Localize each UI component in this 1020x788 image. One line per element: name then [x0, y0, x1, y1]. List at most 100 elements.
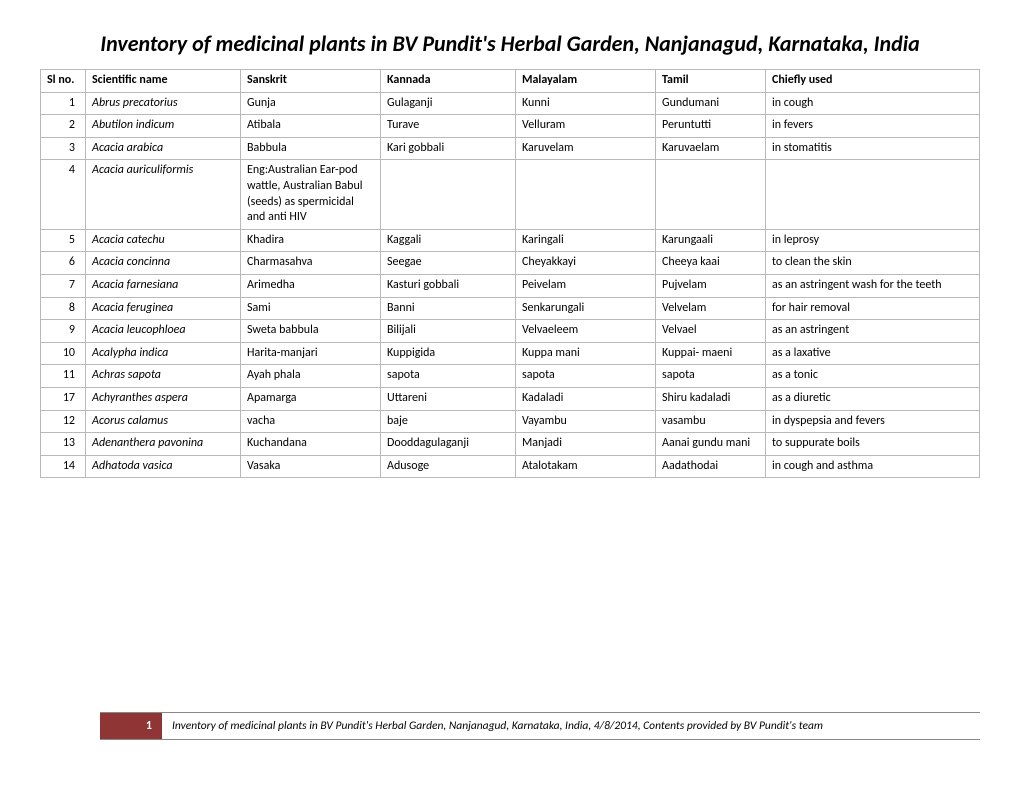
- cell-slno: 10: [41, 342, 86, 365]
- cell-tam: Karuvaelam: [656, 137, 766, 160]
- cell-slno: 6: [41, 252, 86, 275]
- cell-tam: Peruntutti: [656, 115, 766, 138]
- cell-sci: Acorus calamus: [86, 410, 241, 433]
- cell-mal: Vayambu: [516, 410, 656, 433]
- cell-tam: Aanai gundu mani: [656, 433, 766, 456]
- table-row: 17Achyranthes asperaApamargaUttareniKada…: [41, 387, 980, 410]
- cell-sci: Acacia concinna: [86, 252, 241, 275]
- cell-slno: 5: [41, 229, 86, 252]
- cell-san: Atibala: [241, 115, 381, 138]
- cell-use: as a laxative: [766, 342, 980, 365]
- cell-kan: Kasturi gobbali: [381, 274, 516, 297]
- table-row: 7Acacia farnesianaArimedhaKasturi gobbal…: [41, 274, 980, 297]
- cell-san: Sweta babbula: [241, 320, 381, 343]
- cell-use: as a tonic: [766, 365, 980, 388]
- plants-table: Sl no. Scientific name Sanskrit Kannada …: [40, 69, 980, 478]
- cell-use: in cough and asthma: [766, 455, 980, 478]
- cell-sci: Acacia catechu: [86, 229, 241, 252]
- cell-mal: Senkarungali: [516, 297, 656, 320]
- cell-san: Arimedha: [241, 274, 381, 297]
- table-row: 3Acacia arabicaBabbulaKari gobbaliKaruve…: [41, 137, 980, 160]
- cell-mal: Peivelam: [516, 274, 656, 297]
- page-number-box: 1: [100, 712, 162, 740]
- table-row: 4Acacia auriculiformisEng:Australian Ear…: [41, 160, 980, 229]
- cell-mal: [516, 160, 656, 229]
- cell-kan: Seegae: [381, 252, 516, 275]
- cell-sci: Abrus precatorius: [86, 92, 241, 115]
- cell-kan: [381, 160, 516, 229]
- cell-tam: Aadathodai: [656, 455, 766, 478]
- table-row: 8Acacia ferugineaSamiBanniSenkarungaliVe…: [41, 297, 980, 320]
- cell-kan: Dooddagulaganji: [381, 433, 516, 456]
- cell-use: in leprosy: [766, 229, 980, 252]
- cell-slno: 12: [41, 410, 86, 433]
- cell-sci: Acacia leucophloea: [86, 320, 241, 343]
- cell-slno: 2: [41, 115, 86, 138]
- cell-tam: [656, 160, 766, 229]
- col-kannada: Kannada: [381, 70, 516, 93]
- cell-mal: Cheyakkayi: [516, 252, 656, 275]
- cell-kan: Bilijali: [381, 320, 516, 343]
- cell-sci: Acalypha indica: [86, 342, 241, 365]
- col-slno: Sl no.: [41, 70, 86, 93]
- col-sanskrit: Sanskrit: [241, 70, 381, 93]
- cell-san: Gunja: [241, 92, 381, 115]
- cell-mal: Manjadi: [516, 433, 656, 456]
- table-row: 12Acorus calamusvachabajeVayambuvasambui…: [41, 410, 980, 433]
- table-header-row: Sl no. Scientific name Sanskrit Kannada …: [41, 70, 980, 93]
- cell-kan: Kuppigida: [381, 342, 516, 365]
- cell-slno: 9: [41, 320, 86, 343]
- cell-tam: sapota: [656, 365, 766, 388]
- cell-mal: Kuppa mani: [516, 342, 656, 365]
- col-malayalam: Malayalam: [516, 70, 656, 93]
- page-footer: 1 Inventory of medicinal plants in BV Pu…: [100, 712, 980, 740]
- table-row: 6Acacia concinnaCharmasahvaSeegaeCheyakk…: [41, 252, 980, 275]
- cell-sci: Acacia farnesiana: [86, 274, 241, 297]
- cell-san: Khadira: [241, 229, 381, 252]
- cell-kan: Uttareni: [381, 387, 516, 410]
- cell-kan: Adusoge: [381, 455, 516, 478]
- cell-sci: Adenanthera pavonina: [86, 433, 241, 456]
- cell-slno: 4: [41, 160, 86, 229]
- cell-slno: 8: [41, 297, 86, 320]
- cell-kan: Kari gobbali: [381, 137, 516, 160]
- cell-mal: Kadaladi: [516, 387, 656, 410]
- cell-san: Apamarga: [241, 387, 381, 410]
- cell-sci: Abutilon indicum: [86, 115, 241, 138]
- cell-use: as a diuretic: [766, 387, 980, 410]
- col-scientific: Scientific name: [86, 70, 241, 93]
- cell-use: in fevers: [766, 115, 980, 138]
- cell-sci: Acacia arabica: [86, 137, 241, 160]
- cell-slno: 3: [41, 137, 86, 160]
- cell-mal: Velvaeleem: [516, 320, 656, 343]
- cell-tam: vasambu: [656, 410, 766, 433]
- cell-kan: Turave: [381, 115, 516, 138]
- cell-tam: Velvelam: [656, 297, 766, 320]
- cell-san: Eng:Australian Ear-pod wattle, Australia…: [241, 160, 381, 229]
- cell-use: to clean the skin: [766, 252, 980, 275]
- col-tamil: Tamil: [656, 70, 766, 93]
- cell-slno: 1: [41, 92, 86, 115]
- cell-use: as an astringent: [766, 320, 980, 343]
- cell-sci: Acacia auriculiformis: [86, 160, 241, 229]
- cell-mal: Velluram: [516, 115, 656, 138]
- cell-tam: Karungaali: [656, 229, 766, 252]
- cell-sci: Acacia feruginea: [86, 297, 241, 320]
- cell-san: Vasaka: [241, 455, 381, 478]
- cell-san: Harita-manjari: [241, 342, 381, 365]
- cell-kan: sapota: [381, 365, 516, 388]
- cell-san: Charmasahva: [241, 252, 381, 275]
- table-row: 11Achras sapotaAyah phalasapotasapotasap…: [41, 365, 980, 388]
- cell-kan: Gulaganji: [381, 92, 516, 115]
- cell-san: Ayah phala: [241, 365, 381, 388]
- cell-san: Sami: [241, 297, 381, 320]
- cell-slno: 13: [41, 433, 86, 456]
- table-row: 10Acalypha indicaHarita-manjariKuppigida…: [41, 342, 980, 365]
- cell-slno: 7: [41, 274, 86, 297]
- cell-tam: Gundumani: [656, 92, 766, 115]
- cell-sci: Adhatoda vasica: [86, 455, 241, 478]
- cell-mal: Karingali: [516, 229, 656, 252]
- cell-tam: Cheeya kaai: [656, 252, 766, 275]
- cell-tam: Shiru kadaladi: [656, 387, 766, 410]
- cell-mal: Atalotakam: [516, 455, 656, 478]
